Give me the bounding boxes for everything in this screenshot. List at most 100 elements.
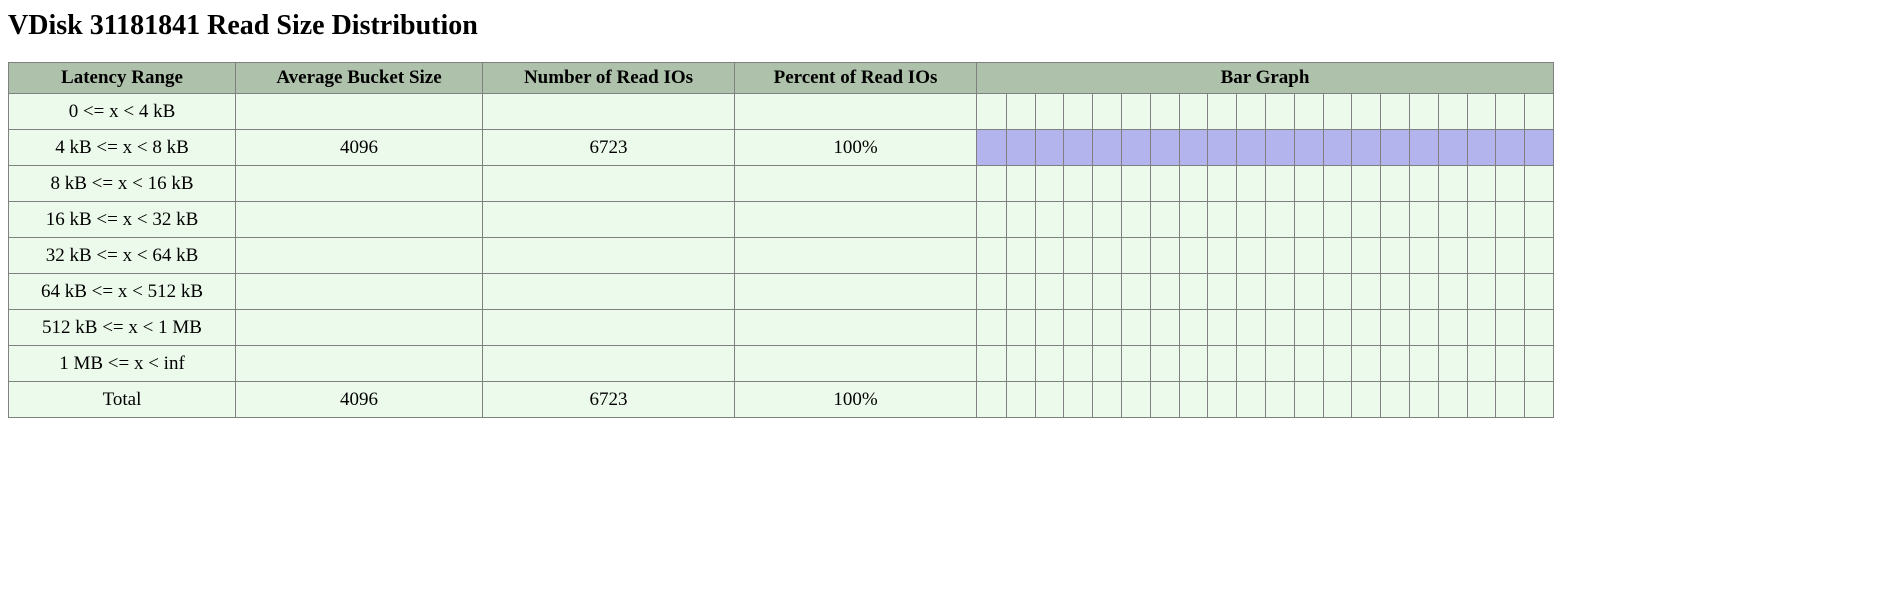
bar-gridline [1063, 166, 1064, 201]
bar-gridline [1409, 274, 1410, 309]
cell-num [483, 94, 735, 130]
bar-gridline [1121, 346, 1122, 381]
cell-num: 6723 [483, 382, 735, 418]
bar-gridline [1006, 166, 1007, 201]
bar-gridline [1236, 202, 1237, 237]
bar-gridline [1035, 238, 1036, 273]
bar-gridline [1380, 130, 1381, 165]
bar-gridline [1207, 238, 1208, 273]
bar-gridline [1035, 346, 1036, 381]
cell-num: 6723 [483, 130, 735, 166]
cell-avg [236, 310, 483, 346]
bar-gridline [1467, 346, 1468, 381]
table-row: 512 kB <= x < 1 MB [9, 310, 1554, 346]
table-row: 4 kB <= x < 8 kB40966723100% [9, 130, 1554, 166]
bar-gridline [1092, 202, 1093, 237]
cell-avg [236, 166, 483, 202]
bar-gridline [1294, 202, 1295, 237]
bar-gridline [1380, 238, 1381, 273]
bar-gridline [1150, 310, 1151, 345]
bar-gridline [1524, 166, 1525, 201]
col-header-bar: Bar Graph [977, 63, 1554, 94]
bar-gridline [1467, 130, 1468, 165]
bar-gridline [1035, 310, 1036, 345]
bar-gridline [1179, 238, 1180, 273]
bar-gridline [1150, 346, 1151, 381]
bar-graph-cell [977, 274, 1554, 310]
cell-num [483, 346, 735, 382]
bar-gridline [1092, 238, 1093, 273]
cell-pct [735, 166, 977, 202]
bar-gridline [1121, 310, 1122, 345]
bar-gridline [1063, 202, 1064, 237]
bar-gridline [1438, 238, 1439, 273]
bar-gridline [1121, 130, 1122, 165]
bar-gridline [1006, 310, 1007, 345]
bar-gridline [1035, 130, 1036, 165]
bar-gridline [1524, 202, 1525, 237]
bar-gridline [1006, 382, 1007, 417]
bar-gridline [1179, 310, 1180, 345]
bar-gridline [1265, 274, 1266, 309]
bar-gridline [1409, 310, 1410, 345]
bar-gridline [1265, 238, 1266, 273]
table-row: 8 kB <= x < 16 kB [9, 166, 1554, 202]
bar-gridline [1524, 274, 1525, 309]
cell-num [483, 274, 735, 310]
cell-avg: 4096 [236, 130, 483, 166]
bar-graph-cell [977, 382, 1554, 418]
bar-gridline [1236, 274, 1237, 309]
bar-gridline [1323, 166, 1324, 201]
bar-gridline [1207, 274, 1208, 309]
bar-gridline [1294, 274, 1295, 309]
bar-gridline [1495, 94, 1496, 129]
bar-gridline [1438, 166, 1439, 201]
cell-range: 64 kB <= x < 512 kB [9, 274, 236, 310]
bar-gridline [1524, 238, 1525, 273]
bar-graph-cell [977, 238, 1554, 274]
bar-gridline [1207, 382, 1208, 417]
bar-gridline [1207, 346, 1208, 381]
bar-gridline [1351, 346, 1352, 381]
bar-gridline [1380, 382, 1381, 417]
cell-pct [735, 346, 977, 382]
bar-gridline [1351, 238, 1352, 273]
bar-gridline [1294, 166, 1295, 201]
bar-gridline [1236, 382, 1237, 417]
bar-gridline [1236, 310, 1237, 345]
bar-gridline [1438, 130, 1439, 165]
bar-gridline [1150, 166, 1151, 201]
bar-gridline [1409, 382, 1410, 417]
bar-gridline [1063, 94, 1064, 129]
bar-gridline [1495, 238, 1496, 273]
bar-gridline [1035, 382, 1036, 417]
bar-gridline [1495, 202, 1496, 237]
bar-gridline [1006, 94, 1007, 129]
cell-pct [735, 310, 977, 346]
bar-gridline [1524, 310, 1525, 345]
bar-gridline [1467, 166, 1468, 201]
bar-gridline [1179, 94, 1180, 129]
bar-gridline [1380, 202, 1381, 237]
cell-pct [735, 238, 977, 274]
bar-gridline [1063, 238, 1064, 273]
bar-gridline [1150, 130, 1151, 165]
bar-gridline [1121, 202, 1122, 237]
bar-gridline [1236, 346, 1237, 381]
bar-gridline [1351, 382, 1352, 417]
bar-gridline [1380, 166, 1381, 201]
bar-gridline [1035, 166, 1036, 201]
bar-gridline [1265, 202, 1266, 237]
bar-gridline [1438, 346, 1439, 381]
bar-gridline [1006, 238, 1007, 273]
bar-gridline [1236, 94, 1237, 129]
cell-range: 512 kB <= x < 1 MB [9, 310, 236, 346]
bar-gridline [1092, 166, 1093, 201]
table-row: 16 kB <= x < 32 kB [9, 202, 1554, 238]
bar-gridline [1294, 382, 1295, 417]
cell-pct [735, 274, 977, 310]
bar-gridline [1323, 202, 1324, 237]
table-body: 0 <= x < 4 kB4 kB <= x < 8 kB40966723100… [9, 94, 1554, 418]
bar-gridline [1121, 274, 1122, 309]
col-header-num: Number of Read IOs [483, 63, 735, 94]
